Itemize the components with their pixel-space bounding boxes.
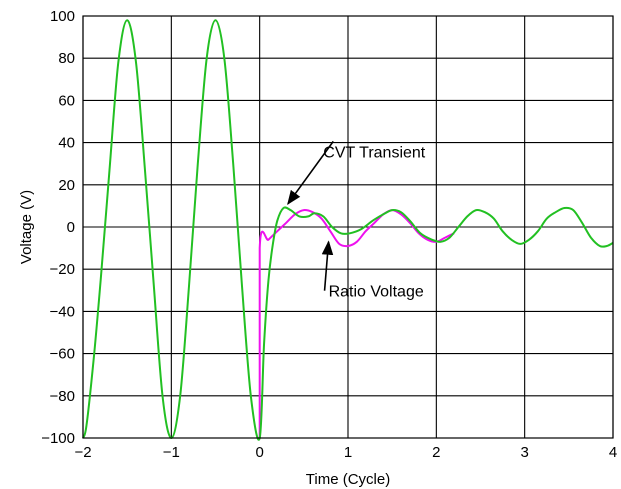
y-tick-labels: −100 −80 −60 −40 −20 0 20 40 60 80 100 — [41, 8, 75, 447]
y-tick-label: −60 — [50, 346, 75, 363]
series-line-ratio — [258, 209, 455, 438]
y-tick-label: 60 — [58, 92, 75, 109]
y-tick-label: −100 — [41, 430, 75, 447]
y-tick-label: 80 — [58, 50, 75, 67]
grid — [82, 15, 614, 439]
plot-frame — [82, 15, 614, 439]
y-tick-label: 40 — [58, 135, 75, 152]
x-axis-title: Time (Cycle) — [306, 471, 390, 488]
y-tick-label: −80 — [50, 388, 75, 405]
x-tick-label: −2 — [74, 444, 91, 461]
y-axis-title: Voltage (V) — [18, 190, 35, 264]
x-tick-label: 0 — [255, 444, 263, 461]
y-tick-label: −40 — [50, 303, 75, 320]
annotation-arrow-ratio — [321, 240, 334, 291]
x-tick-labels: −2 −1 0 1 2 3 4 — [74, 444, 617, 461]
annotation-label-ratio: Ratio Voltage — [329, 284, 424, 301]
x-tick-label: 1 — [344, 444, 352, 461]
annotations: CVT Transient Ratio Voltage — [287, 140, 426, 301]
y-tick-label: 0 — [67, 219, 75, 236]
x-tick-label: −1 — [163, 444, 180, 461]
series-line-cvt — [82, 19, 614, 441]
y-tick-label: 20 — [58, 177, 75, 194]
x-tick-label: 2 — [432, 444, 440, 461]
annotation-arrow-cvt — [287, 140, 334, 205]
x-tick-label: 4 — [609, 444, 617, 461]
annotation-label-cvt: CVT Transient — [323, 144, 426, 161]
y-tick-label: −20 — [50, 261, 75, 278]
x-tick-label: 3 — [520, 444, 528, 461]
series-lines — [82, 19, 614, 441]
y-tick-label: 100 — [50, 8, 75, 25]
